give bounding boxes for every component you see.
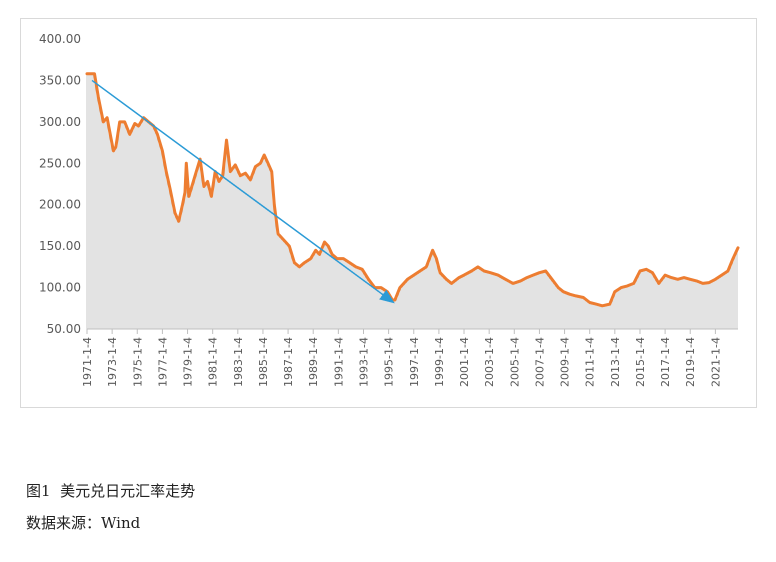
figure-caption: 图1 美元兑日元汇率走势 bbox=[26, 480, 195, 501]
y-tick-label: 300.00 bbox=[39, 115, 81, 129]
x-tick-label: 1981-1-4 bbox=[207, 337, 220, 387]
x-tick-label: 2001-1-4 bbox=[458, 337, 471, 387]
y-tick-label: 150.00 bbox=[39, 239, 81, 253]
x-tick-label: 1975-1-4 bbox=[131, 337, 144, 387]
x-tick-label: 2011-1-4 bbox=[584, 337, 597, 387]
x-tick-label: 1989-1-4 bbox=[307, 337, 320, 387]
x-tick-label: 1995-1-4 bbox=[383, 337, 396, 387]
y-tick-label: 250.00 bbox=[39, 156, 81, 170]
x-tick-label: 2015-1-4 bbox=[634, 337, 647, 387]
x-tick-label: 1991-1-4 bbox=[332, 337, 345, 387]
chart-svg: 400.00 350.00 300.00 250.00 200.00 150.00 100.… bbox=[39, 32, 740, 387]
y-tick-label: 400.00 bbox=[39, 32, 81, 46]
x-tick-label: 1983-1-4 bbox=[232, 337, 245, 387]
x-tick-label: 2021-1-4 bbox=[709, 337, 722, 387]
x-tick-label: 2013-1-4 bbox=[609, 337, 622, 387]
y-axis: 400.00 350.00 300.00 250.00 200.00 150.00 100.… bbox=[39, 32, 81, 336]
chart-frame: 400.00 350.00 300.00 250.00 200.00 150.00 100.… bbox=[20, 18, 757, 408]
x-tick-label: 1993-1-4 bbox=[357, 337, 370, 387]
x-tick-label: 2005-1-4 bbox=[508, 337, 521, 387]
x-tick-label: 2003-1-4 bbox=[483, 337, 496, 387]
y-tick-label: 100.00 bbox=[39, 281, 81, 295]
area-fill-bars bbox=[86, 73, 738, 329]
x-tick-label: 1999-1-4 bbox=[433, 337, 446, 387]
x-tick-label: 1997-1-4 bbox=[408, 337, 421, 387]
x-tick-label: 2007-1-4 bbox=[533, 337, 546, 387]
data-source: 数据来源：Wind bbox=[26, 514, 141, 532]
y-tick-label: 50.00 bbox=[47, 322, 81, 336]
x-tick-label: 2017-1-4 bbox=[659, 337, 672, 387]
caption-label: 图1 bbox=[26, 482, 51, 500]
x-tick-label: 1971-1-4 bbox=[81, 337, 94, 387]
caption-title: 美元兑日元汇率走势 bbox=[60, 482, 196, 500]
x-tick-label: 1979-1-4 bbox=[182, 337, 195, 387]
x-tick-label: 1977-1-4 bbox=[156, 337, 169, 387]
x-tick-label: 2019-1-4 bbox=[684, 337, 697, 387]
y-tick-label: 350.00 bbox=[39, 73, 81, 87]
x-tick-label: 1973-1-4 bbox=[106, 337, 119, 387]
x-axis: 1971-1-4 1973-1-4 1975-1-4 1977-1-4 1979-1-4… bbox=[81, 328, 738, 387]
trend-arrow bbox=[91, 79, 395, 304]
series-line bbox=[85, 72, 740, 308]
x-tick-label: 1987-1-4 bbox=[282, 337, 295, 387]
x-tick-label: 1985-1-4 bbox=[257, 337, 270, 387]
x-tick-label: 2009-1-4 bbox=[559, 337, 572, 387]
y-tick-label: 200.00 bbox=[39, 198, 81, 212]
plot-area bbox=[85, 72, 740, 329]
